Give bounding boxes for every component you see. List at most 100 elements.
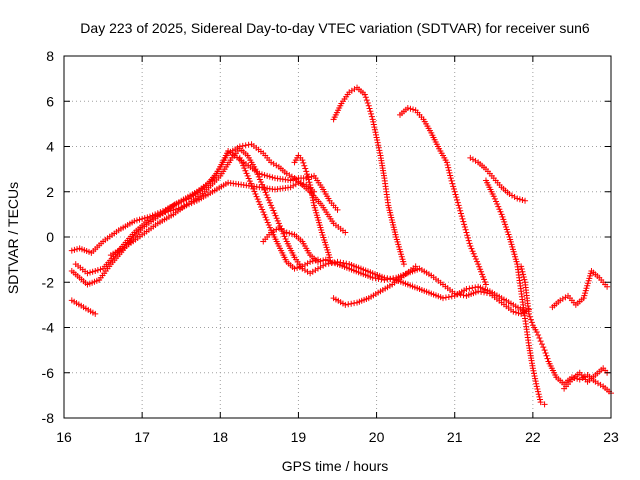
data-point-interp [530,367,537,374]
data-point-interp [480,273,487,280]
series-track-o [549,267,611,311]
data-point-interp [534,385,541,392]
data-point-interp [445,293,452,300]
data-point-interp [305,176,312,183]
data-point-interp [505,231,512,238]
data-point [537,338,544,345]
x-axis-label: GPS time / hours [282,458,389,474]
data-point-interp [518,266,525,273]
data-point [533,329,540,336]
data-point-interp [472,284,479,291]
data-point [92,310,99,317]
data-point-interp [461,221,468,228]
data-point-interp [462,226,469,233]
data-point-interp [375,275,382,282]
data-point-interp [503,226,510,233]
data-point-interp [375,142,382,149]
data-point [404,105,411,112]
data-point-interp [258,203,265,210]
data-point-interp [519,197,526,204]
data-point-interp [296,264,303,271]
data-point-interp [469,284,476,291]
data-point-interp [348,300,355,307]
data-point [314,256,321,263]
y-tick-label: -4 [42,320,55,336]
data-point-interp [376,147,383,154]
data-point [475,261,482,268]
data-point [463,229,470,236]
data-point-interp [470,250,477,257]
data-point-interp [139,215,146,222]
data-point-interp [512,309,519,316]
data-point [510,308,517,315]
x-tick-label: 16 [56,429,72,445]
data-point-interp [270,207,277,214]
data-point-interp [264,194,271,201]
data-point-interp [367,108,374,115]
x-tick-label: 19 [291,429,307,445]
data-point-interp [261,186,268,193]
data-point-interp [449,180,456,187]
data-point-interp [259,181,266,188]
data-point-interp [175,200,182,207]
data-point-interp [250,185,257,192]
x-tick-label: 20 [369,429,385,445]
data-point-interp [363,97,370,104]
data-point-interp [540,344,547,351]
data-point [490,193,497,200]
data-point-interp [407,105,414,112]
x-tick-label: 22 [525,429,541,445]
data-point [342,301,349,308]
data-point [475,288,482,295]
data-point-interp [259,206,266,213]
data-point-interp [266,224,273,231]
data-point-interp [262,189,269,196]
data-point [522,197,529,204]
data-point-interp [183,196,190,203]
data-point-interp [454,291,461,298]
data-point-interp [301,162,308,169]
data-point-interp [368,110,375,117]
data-point-interp [271,210,278,217]
data-point-interp [528,319,535,326]
data-point-interp [282,235,289,242]
data-point [146,215,153,222]
data-point [529,365,536,372]
data-point [459,215,466,222]
data-point-interp [504,228,511,235]
data-point-interp [502,221,509,228]
data-point [525,310,532,317]
data-point-interp [370,121,377,128]
data-point-interp [258,179,265,186]
y-tick-label: 8 [46,48,54,64]
data-point-interp [483,289,490,296]
data-point-interp [266,173,273,180]
data-point [244,172,251,179]
data-point [303,168,310,175]
data-point [518,263,525,270]
data-point-interp [371,126,378,133]
data-point-interp [364,99,371,106]
data-point [447,175,454,182]
data-point [283,229,290,236]
data-point-interp [371,124,378,131]
series-track-m [482,177,548,408]
data-point-interp [180,197,187,204]
data-point-interp [340,260,347,267]
data-point [170,202,177,209]
data-point-interp [457,210,464,217]
y-tick-label: 0 [46,229,54,245]
data-point [541,401,548,408]
data-point-interp [535,332,542,339]
data-point [514,195,521,202]
data-point-interp [495,203,502,210]
data-point-interp [472,255,479,262]
data-point-interp [537,396,544,403]
data-point-interp [445,164,452,171]
data-point [291,265,298,272]
data-point-interp [306,179,313,186]
data-point-interp [450,183,457,190]
data-point [439,295,446,302]
data-point [451,188,458,195]
data-point-interp [253,193,260,200]
